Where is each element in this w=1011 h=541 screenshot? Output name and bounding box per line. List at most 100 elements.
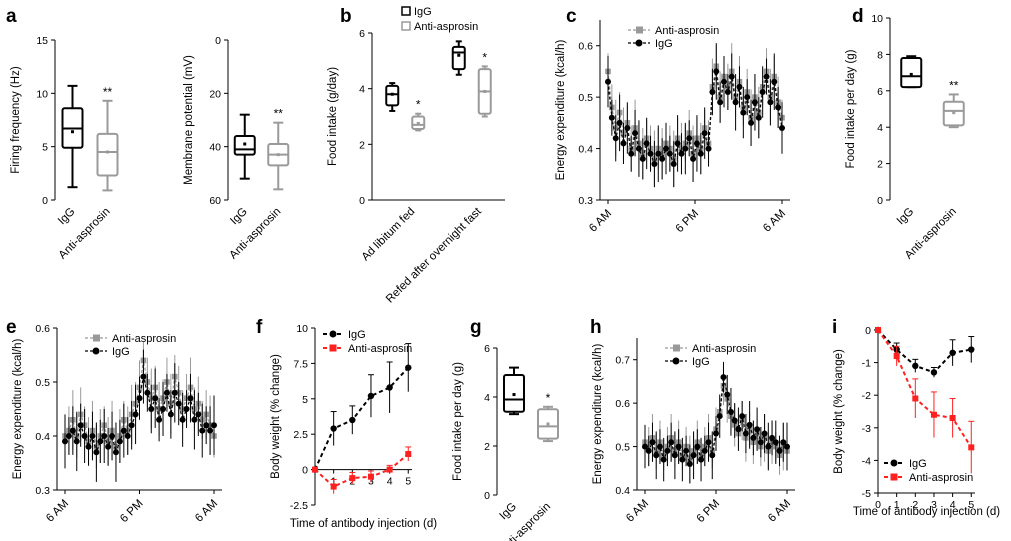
a-box-mean <box>71 130 74 134</box>
h-point <box>724 391 731 398</box>
e-y-tick-label: 0.6 <box>35 323 50 335</box>
e-point <box>93 449 100 456</box>
e-point <box>62 438 68 445</box>
c-point <box>751 99 758 106</box>
e-point <box>85 443 92 450</box>
g-x-tick-label: IgG <box>498 501 520 523</box>
a-significance: ** <box>103 85 113 99</box>
f-point <box>386 384 393 391</box>
h-point <box>664 447 671 454</box>
c-point <box>674 140 681 147</box>
h-point <box>642 443 648 450</box>
i-y-tick-label: -4 <box>862 455 871 467</box>
e-y-tick-label: 0.3 <box>35 485 50 497</box>
e-point <box>120 427 127 434</box>
c-legend-label: IgG <box>655 38 673 50</box>
d-box-mean <box>952 111 956 115</box>
b-box-body <box>451 45 466 71</box>
c-point <box>670 161 677 167</box>
e-x-tick-label: 6 AM <box>193 498 220 525</box>
c-legend-marker <box>635 39 643 47</box>
panel-letter-i: i <box>832 317 837 338</box>
d-box-body <box>900 57 923 89</box>
h-point <box>769 434 776 441</box>
e-point <box>81 433 88 439</box>
e-point <box>109 433 116 439</box>
h-legend-marker <box>672 357 680 365</box>
h-point <box>727 408 734 415</box>
f-point <box>367 473 374 480</box>
a-box-anti-asprosin <box>96 99 119 192</box>
i-point <box>949 349 956 357</box>
f-x-tick-label: 4 <box>387 476 393 488</box>
a-x-tick-label: IgG <box>56 206 78 228</box>
f-point <box>405 364 412 371</box>
i-x-tick-label: 5 <box>968 499 974 511</box>
c-point <box>632 130 639 137</box>
e-point <box>152 395 159 402</box>
e-legend-marker <box>92 347 100 355</box>
e-point <box>207 427 214 434</box>
h-point <box>757 439 764 446</box>
c-point <box>682 145 689 152</box>
e-point <box>97 438 104 445</box>
b-y-tick-label: 2 <box>359 139 365 151</box>
e-point <box>175 400 182 407</box>
e-point <box>148 406 155 412</box>
c-point <box>740 109 747 116</box>
h-point <box>656 443 663 450</box>
h-point <box>713 430 719 437</box>
h-point <box>735 426 742 433</box>
i-x-tick-label: 2 <box>912 499 918 511</box>
g-y-axis-label: Food intake per day (g) <box>452 362 464 481</box>
a2-box-igg <box>233 113 256 180</box>
f-series-line <box>314 366 409 471</box>
i-y-tick-label: -1 <box>862 358 871 370</box>
i-point <box>912 395 919 402</box>
g-box-mean <box>512 393 516 397</box>
h-point <box>739 413 746 420</box>
i-legend-label: IgG <box>909 458 927 470</box>
f-point <box>312 466 318 473</box>
c-point <box>755 114 762 121</box>
a2-box-mean <box>243 142 247 146</box>
c-legend-marker <box>636 26 643 34</box>
b-significance: * <box>482 50 487 64</box>
f-point <box>405 451 412 458</box>
f-legend-label: IgG <box>348 329 366 341</box>
c-point <box>643 140 650 147</box>
e-point <box>163 389 170 396</box>
h-x-tick-label: 6 PM <box>695 498 722 525</box>
e-point <box>179 416 186 423</box>
c-point <box>728 73 735 80</box>
c-point <box>732 99 739 106</box>
h-y-tick-label: 0.5 <box>615 442 630 454</box>
e-point <box>167 411 174 418</box>
h-point <box>742 430 749 437</box>
e-y-axis-label: Energy expenditure (kcal/h) <box>12 339 24 480</box>
d-y-tick-label: 8 <box>877 49 883 61</box>
b-box-anti-asprosin <box>411 112 426 132</box>
h-point <box>731 417 738 424</box>
h-y-tick-label: 0.7 <box>615 355 630 367</box>
a2-y-tick-label: 20 <box>209 88 221 100</box>
b-legend-swatch <box>401 21 411 31</box>
h-point <box>679 456 686 463</box>
e-point <box>112 449 119 456</box>
b-box-anti-asprosin <box>477 65 492 118</box>
d-y-tick-label: 2 <box>877 159 883 171</box>
panel-letter-d: d <box>852 6 864 27</box>
e-point <box>105 443 112 450</box>
d-x-tick-label: IgG <box>895 206 917 228</box>
c-point <box>605 78 611 85</box>
h-y-tick-label: 0.6 <box>615 398 630 410</box>
i-series-line <box>877 329 972 374</box>
c-point <box>736 83 743 90</box>
f-x-axis-label: Time of antibody injection (d) <box>290 518 437 530</box>
c-x-tick-label: 6 AM <box>587 208 614 235</box>
f-point <box>386 466 393 473</box>
c-point <box>721 78 727 85</box>
b-y-tick-label: 0 <box>359 195 365 207</box>
c-point <box>608 114 615 121</box>
